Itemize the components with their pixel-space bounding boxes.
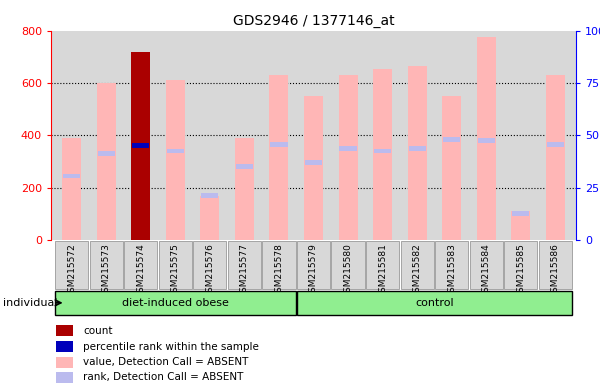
- Text: diet-induced obese: diet-induced obese: [122, 298, 229, 308]
- Bar: [167, 149, 184, 154]
- Bar: [512, 212, 529, 216]
- Bar: [166, 80, 185, 240]
- Bar: [546, 75, 565, 240]
- Bar: [269, 75, 289, 240]
- Bar: [56, 341, 73, 352]
- Bar: [62, 138, 81, 240]
- Bar: [235, 138, 254, 240]
- Bar: [304, 96, 323, 240]
- Bar: [435, 241, 468, 289]
- Bar: [374, 149, 391, 154]
- Bar: [470, 241, 503, 289]
- Bar: [202, 193, 218, 198]
- Text: GSM215585: GSM215585: [516, 243, 525, 298]
- Bar: [547, 142, 564, 147]
- Text: GSM215580: GSM215580: [344, 243, 353, 298]
- Bar: [228, 241, 261, 289]
- Bar: [271, 142, 287, 147]
- Bar: [539, 241, 572, 289]
- Bar: [478, 138, 495, 143]
- Bar: [124, 241, 157, 289]
- Bar: [131, 51, 151, 240]
- Text: GSM215586: GSM215586: [551, 243, 560, 298]
- Bar: [407, 66, 427, 240]
- Bar: [297, 241, 330, 289]
- Bar: [366, 241, 399, 289]
- Bar: [132, 143, 149, 148]
- Text: value, Detection Call = ABSENT: value, Detection Call = ABSENT: [83, 358, 249, 367]
- Text: GSM215575: GSM215575: [171, 243, 180, 298]
- Text: GSM215573: GSM215573: [102, 243, 111, 298]
- Bar: [56, 372, 73, 383]
- Text: GSM215584: GSM215584: [482, 243, 491, 298]
- Text: rank, Detection Call = ABSENT: rank, Detection Call = ABSENT: [83, 372, 244, 382]
- Text: GSM215579: GSM215579: [309, 243, 318, 298]
- Text: GSM215576: GSM215576: [205, 243, 214, 298]
- Bar: [55, 241, 88, 289]
- Text: GSM215578: GSM215578: [274, 243, 283, 298]
- Bar: [373, 69, 392, 240]
- Text: GSM215572: GSM215572: [67, 243, 76, 298]
- Bar: [504, 241, 538, 289]
- Bar: [236, 164, 253, 169]
- Bar: [476, 37, 496, 240]
- Bar: [98, 151, 115, 156]
- Bar: [56, 325, 73, 336]
- Bar: [63, 174, 80, 178]
- Bar: [89, 241, 123, 289]
- Text: GSM215582: GSM215582: [413, 243, 422, 298]
- Bar: [409, 146, 425, 151]
- Bar: [443, 137, 460, 142]
- Bar: [200, 195, 220, 240]
- Bar: [331, 241, 365, 289]
- Text: individual: individual: [3, 298, 58, 308]
- Bar: [511, 211, 530, 240]
- Bar: [305, 161, 322, 165]
- Bar: [338, 75, 358, 240]
- Text: GSM215583: GSM215583: [447, 243, 456, 298]
- Bar: [97, 83, 116, 240]
- Text: control: control: [415, 298, 454, 308]
- Bar: [340, 146, 356, 151]
- Bar: [297, 291, 572, 316]
- Bar: [55, 291, 296, 316]
- Text: GSM215581: GSM215581: [378, 243, 387, 298]
- Bar: [56, 357, 73, 368]
- Text: GSM215574: GSM215574: [136, 243, 145, 298]
- Bar: [401, 241, 434, 289]
- Text: count: count: [83, 326, 113, 336]
- Bar: [193, 241, 226, 289]
- Bar: [262, 241, 296, 289]
- Bar: [442, 96, 461, 240]
- Text: GSM215577: GSM215577: [240, 243, 249, 298]
- Text: percentile rank within the sample: percentile rank within the sample: [83, 341, 259, 351]
- Bar: [159, 241, 192, 289]
- Title: GDS2946 / 1377146_at: GDS2946 / 1377146_at: [233, 14, 394, 28]
